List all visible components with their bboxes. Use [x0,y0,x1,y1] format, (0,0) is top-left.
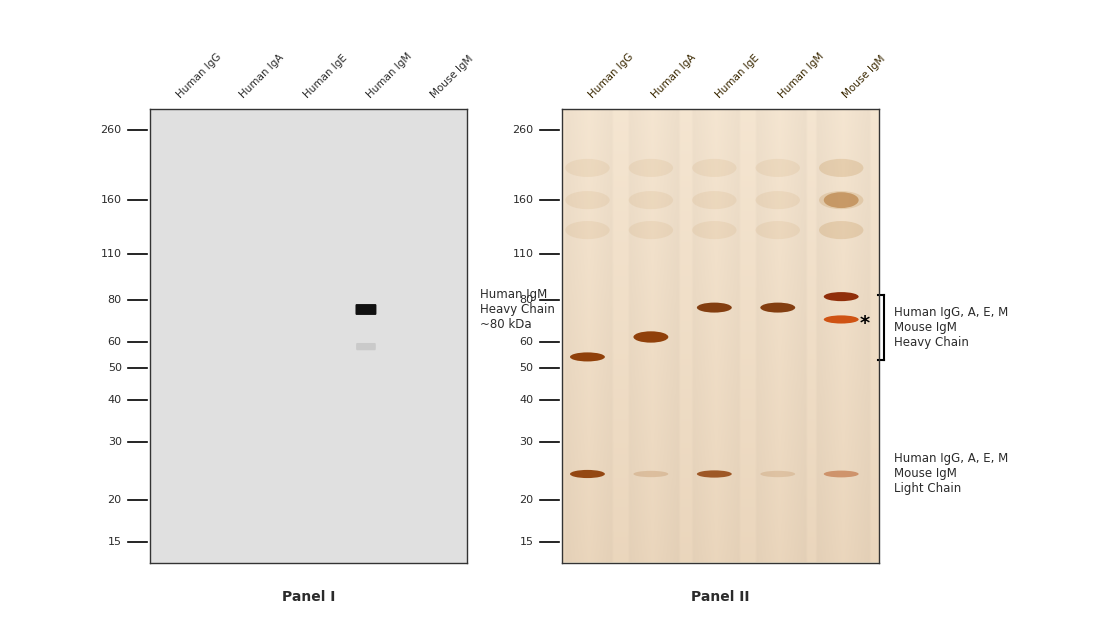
Ellipse shape [756,159,800,177]
Ellipse shape [819,159,864,177]
Text: 80: 80 [520,295,533,305]
Text: 20: 20 [520,495,533,505]
Text: 110: 110 [512,249,533,259]
Ellipse shape [633,331,668,342]
Ellipse shape [692,191,737,209]
Text: Human IgG, A, E, M
Mouse IgM
Heavy Chain: Human IgG, A, E, M Mouse IgM Heavy Chain [894,306,1007,349]
Text: 40: 40 [520,395,533,405]
Text: 30: 30 [108,437,121,447]
Ellipse shape [819,191,864,209]
Text: Panel II: Panel II [691,590,750,604]
Ellipse shape [760,302,795,312]
Ellipse shape [819,221,864,239]
Ellipse shape [692,159,737,177]
Text: 30: 30 [520,437,533,447]
Ellipse shape [756,221,800,239]
Text: Mouse IgM: Mouse IgM [429,54,475,100]
FancyBboxPatch shape [355,304,376,315]
Text: Human IgA: Human IgA [238,52,286,100]
Ellipse shape [824,316,858,324]
Text: 50: 50 [108,363,121,373]
Ellipse shape [824,192,858,208]
Text: Human IgE: Human IgE [302,53,349,100]
FancyBboxPatch shape [356,343,376,350]
Ellipse shape [697,471,731,478]
Ellipse shape [824,292,858,301]
Ellipse shape [756,191,800,209]
Ellipse shape [565,159,610,177]
Text: 50: 50 [520,363,533,373]
Text: 80: 80 [108,295,121,305]
Ellipse shape [629,159,673,177]
Ellipse shape [697,302,731,312]
Ellipse shape [570,470,604,478]
Ellipse shape [629,191,673,209]
Text: Human IgA: Human IgA [650,52,698,100]
Text: Mouse IgM: Mouse IgM [840,54,887,100]
Ellipse shape [633,471,668,477]
Text: 160: 160 [100,195,121,205]
Text: 15: 15 [108,537,121,547]
Ellipse shape [570,352,604,361]
Text: 15: 15 [520,537,533,547]
Text: 160: 160 [512,195,533,205]
Ellipse shape [824,471,858,478]
Text: 260: 260 [100,125,121,135]
Ellipse shape [565,221,610,239]
Text: *: * [860,314,870,333]
Text: Human IgG: Human IgG [175,52,224,100]
Text: Panel I: Panel I [283,590,335,604]
Text: Human IgG, A, E, M
Mouse IgM
Light Chain: Human IgG, A, E, M Mouse IgM Light Chain [894,452,1007,496]
Text: 260: 260 [512,125,533,135]
Text: Human IgM: Human IgM [365,51,414,100]
Text: 60: 60 [108,337,121,347]
Text: Human IgM: Human IgM [777,51,826,100]
Text: 60: 60 [520,337,533,347]
Text: Human IgG: Human IgG [587,52,636,100]
Text: Human IgE: Human IgE [713,53,761,100]
Text: Human IgM
Heavy Chain
~80 kDa: Human IgM Heavy Chain ~80 kDa [480,288,555,331]
Ellipse shape [565,191,610,209]
Ellipse shape [692,221,737,239]
Text: 40: 40 [108,395,121,405]
Ellipse shape [629,221,673,239]
Text: 110: 110 [100,249,121,259]
Text: 20: 20 [108,495,121,505]
Ellipse shape [760,471,795,477]
